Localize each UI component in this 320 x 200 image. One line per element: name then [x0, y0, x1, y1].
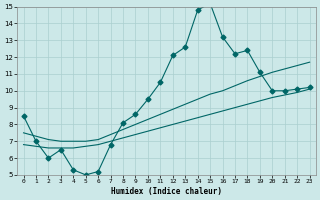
- X-axis label: Humidex (Indice chaleur): Humidex (Indice chaleur): [111, 187, 222, 196]
